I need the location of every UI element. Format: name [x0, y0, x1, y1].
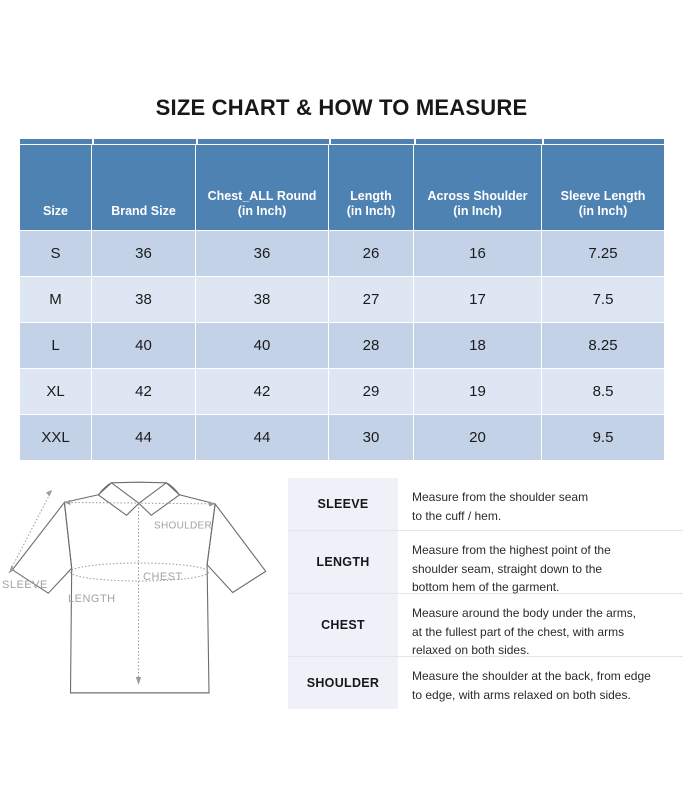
svg-text:CHEST: CHEST	[143, 571, 183, 583]
svg-text:LENGTH: LENGTH	[68, 593, 116, 605]
svg-text:SHOULDER: SHOULDER	[154, 521, 212, 532]
svg-text:SLEEVE: SLEEVE	[2, 579, 48, 591]
